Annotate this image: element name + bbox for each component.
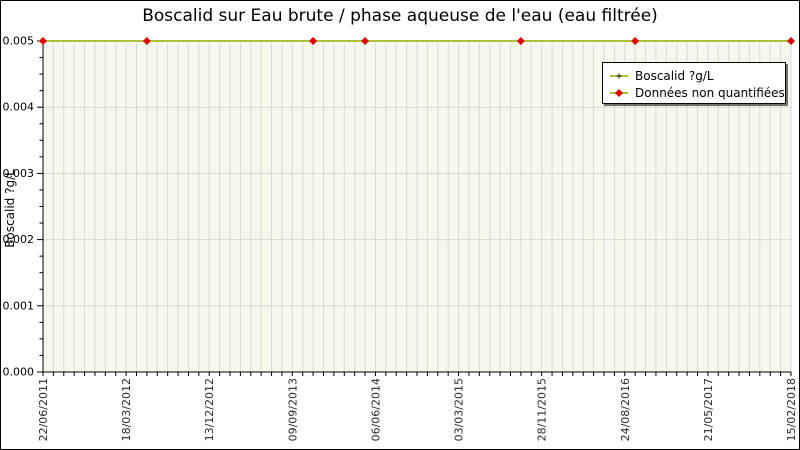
legend-label-series: Boscalid ?g/L: [635, 68, 714, 83]
svg-text:13/12/2012: 13/12/2012: [203, 378, 216, 441]
legend-entry-series: Boscalid ?g/L: [609, 67, 779, 84]
svg-text:22/06/2011: 22/06/2011: [37, 378, 50, 441]
y-axis-title: Boscalid ?g/L: [3, 169, 17, 248]
svg-text:18/03/2012: 18/03/2012: [120, 378, 133, 441]
x-ticks: [42, 372, 792, 376]
legend-entry-nonquant: Données non quantifiées: [609, 84, 785, 101]
svg-text:0.004: 0.004: [3, 101, 35, 114]
red-diamond-marker-icon: [610, 88, 628, 97]
nonquant-markers: [39, 37, 795, 45]
svg-text:06/06/2014: 06/06/2014: [369, 378, 382, 441]
svg-text:09/09/2013: 09/09/2013: [286, 378, 299, 441]
svg-text:21/05/2017: 21/05/2017: [702, 378, 715, 441]
series-line-marker-icon: [610, 73, 628, 78]
x-tick-labels: 22/06/2011 18/03/2012 13/12/2012 09/09/2013…: [37, 378, 798, 441]
svg-text:0.001: 0.001: [3, 299, 35, 312]
svg-text:03/03/2015: 03/03/2015: [453, 378, 466, 441]
svg-text:24/08/2016: 24/08/2016: [619, 378, 632, 441]
legend-box: Boscalid ?g/L Données non quantifiées: [602, 62, 786, 104]
vertical-gridlines: [52, 43, 792, 372]
y-ticks: [37, 40, 43, 373]
horizontal-gridlines: [43, 106, 791, 307]
svg-text:28/11/2015: 28/11/2015: [536, 378, 549, 441]
svg-text:0.000: 0.000: [3, 366, 35, 379]
y-tick-labels: 0.000 0.001 0.002 0.003 0.004 0.005: [3, 35, 35, 379]
svg-text:0.003: 0.003: [3, 167, 35, 180]
svg-text:0.002: 0.002: [3, 233, 35, 246]
chart-title: Boscalid sur Eau brute / phase aqueuse d…: [142, 6, 658, 26]
svg-text:0.005: 0.005: [3, 35, 35, 48]
svg-text:15/02/2018: 15/02/2018: [785, 378, 798, 441]
legend-label-nonquant: Données non quantifiées: [635, 85, 785, 100]
